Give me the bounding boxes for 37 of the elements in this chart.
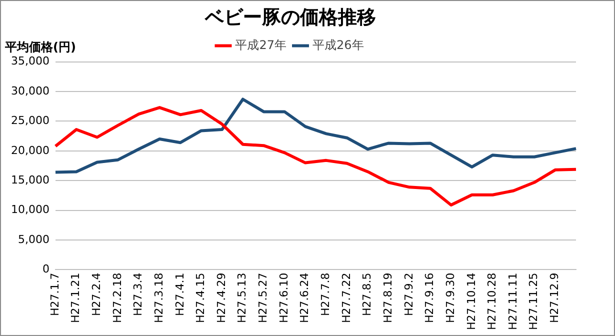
x-tick-label: H27.10.28: [486, 272, 499, 330]
x-tick-label: H27.7.8: [319, 272, 332, 316]
y-tick-label: 10,000: [10, 203, 50, 216]
x-tick-label: H27.8.19: [381, 272, 394, 324]
y-tick-label: 35,000: [10, 54, 50, 68]
x-tick-label: H27.5.27: [256, 272, 270, 324]
y-tick-label: 30,000: [10, 84, 50, 98]
y-tick-label: 5,000: [18, 232, 50, 246]
x-tick-label: H27.6.10: [277, 272, 290, 324]
x-tick-label: H27.10.14: [464, 272, 478, 330]
x-tick-label: H27.3.4: [132, 272, 145, 316]
x-tick-label: H27.2.18: [110, 272, 124, 324]
x-tick-label: H27.12.9: [548, 272, 562, 324]
y-axis-title: 平均価格(円): [4, 40, 76, 54]
x-tick-label: H27.4.15: [194, 272, 208, 324]
chart-title: ベビー豚の価格推移: [204, 6, 376, 28]
x-tick-label: H27.6.24: [298, 272, 312, 324]
legend-label: 平成26年: [312, 38, 364, 52]
x-tick-label: H27.4.29: [214, 272, 228, 324]
x-tick-label: H27.9.16: [423, 272, 436, 324]
legend-label: 平成27年: [235, 38, 287, 52]
x-tick-label: H27.3.18: [152, 272, 166, 324]
x-tick-label: H27.4.1: [173, 272, 186, 316]
x-tick-label: H27.1.7: [48, 272, 62, 316]
x-tick-label: H27.11.25: [527, 272, 540, 330]
x-tick-label: H27.2.4: [90, 272, 103, 316]
x-tick-label: H27.8.5: [360, 272, 374, 316]
y-tick-label: 15,000: [10, 173, 50, 186]
y-tick-label: 0: [42, 262, 50, 276]
x-tick-label: H27.1.21: [69, 272, 82, 324]
x-tick-label: H27.9.30: [444, 272, 457, 324]
x-tick-label: H27.7.22: [340, 272, 353, 324]
x-tick-label: H27.9.2: [402, 272, 416, 316]
y-tick-label: 25,000: [10, 114, 50, 128]
x-tick-label: H27.11.11: [506, 272, 520, 330]
y-tick-label: 20,000: [10, 144, 50, 157]
x-tick-label: H27.5.13: [236, 272, 249, 324]
